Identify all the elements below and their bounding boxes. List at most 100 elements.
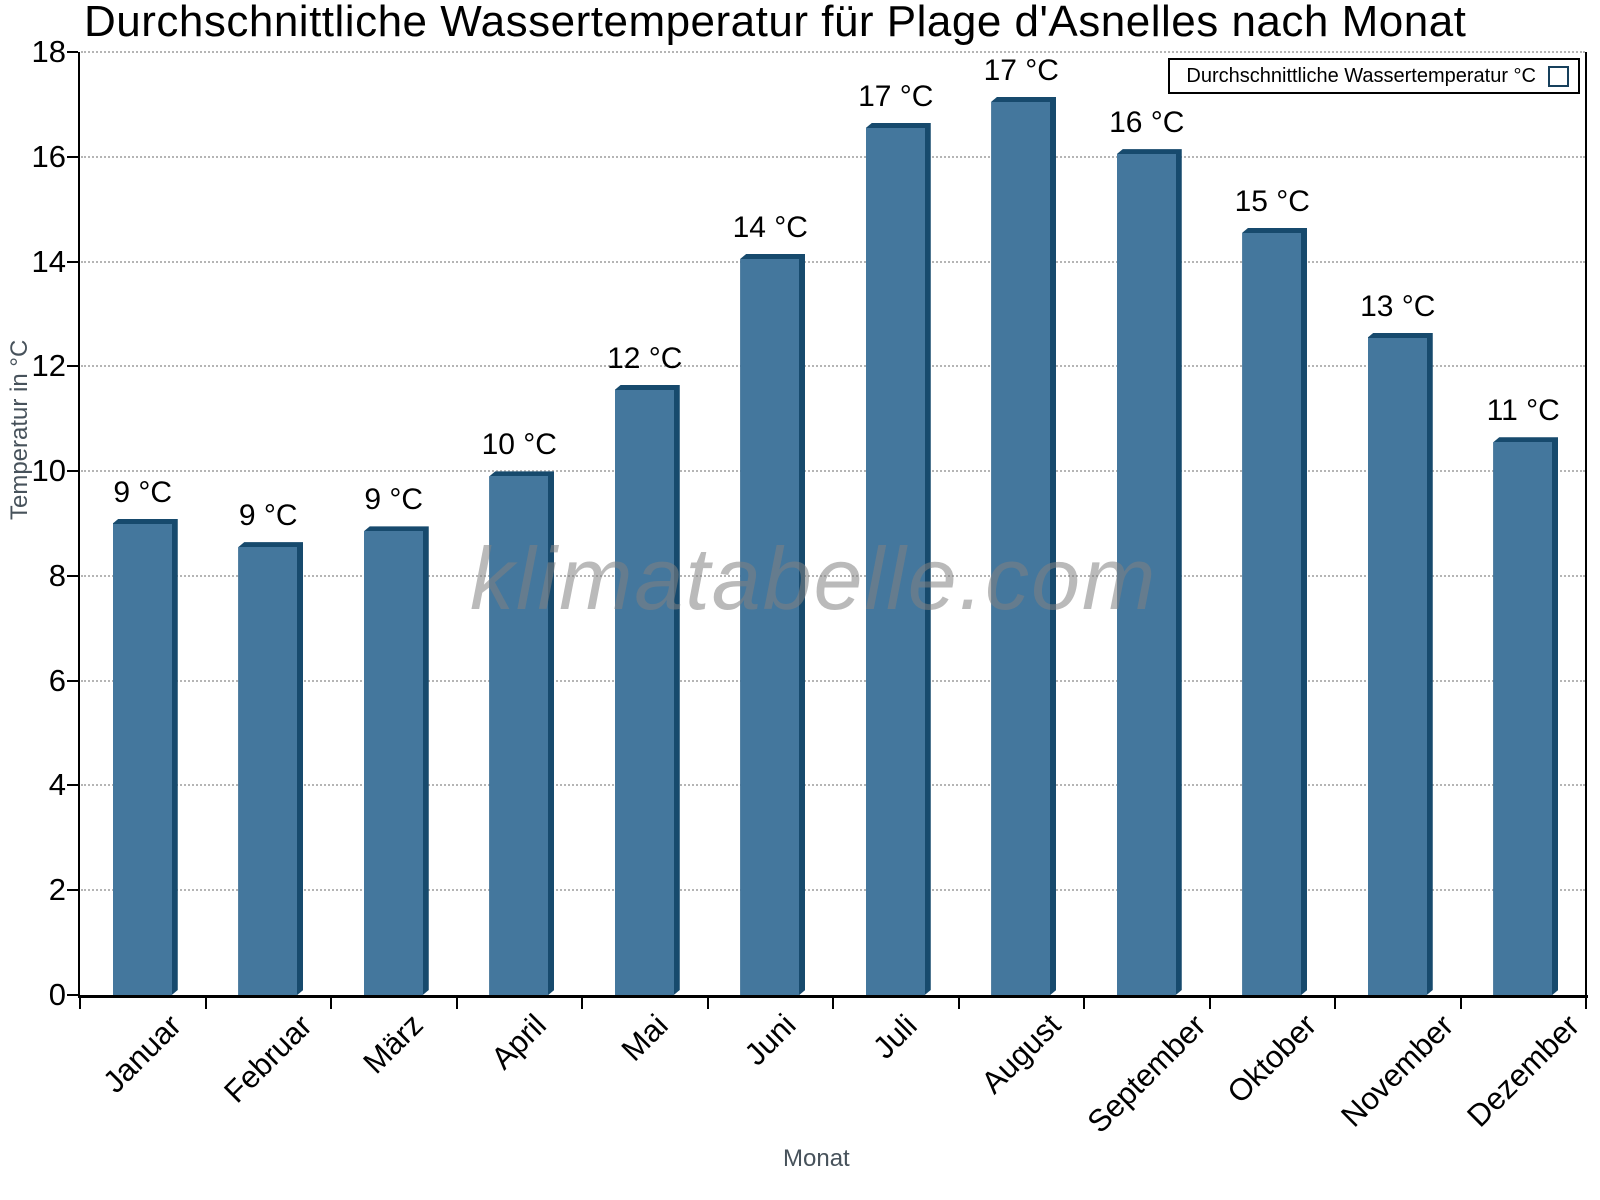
x-tick xyxy=(330,998,332,1009)
bar-september xyxy=(1117,149,1182,995)
bar-face xyxy=(866,128,925,995)
x-tick xyxy=(1585,998,1587,1009)
x-tick xyxy=(1083,998,1085,1009)
x-axis-label: September xyxy=(1080,1007,1213,1140)
x-axis-label: Mai xyxy=(614,1007,675,1068)
gridline xyxy=(81,155,1585,158)
x-tick xyxy=(79,998,81,1009)
y-axis-tick-label: 16 xyxy=(31,138,66,174)
x-axis-label: Oktober xyxy=(1220,1007,1324,1110)
bar-maerz xyxy=(364,526,429,995)
x-tick xyxy=(832,998,834,1009)
bar-value-label: 9 °C xyxy=(364,483,424,517)
gridline xyxy=(81,889,1585,892)
y-tick xyxy=(67,679,78,682)
bar-face xyxy=(1493,442,1552,995)
x-axis-label: Januar xyxy=(96,1007,189,1100)
bar-value-label: 11 °C xyxy=(1486,394,1560,428)
y-axis-title: Temperatur in °C xyxy=(6,339,33,520)
y-axis-tick-label: 12 xyxy=(31,348,66,384)
bar-face xyxy=(113,524,172,996)
x-axis-title: Monat xyxy=(783,1145,850,1172)
x-axis-label: Februar xyxy=(216,1007,319,1110)
bar-januar xyxy=(113,519,178,996)
bar-face xyxy=(364,531,423,995)
bar-februar xyxy=(238,542,303,995)
y-axis-tick-label: 6 xyxy=(48,662,66,698)
chart-title: Durchschnittliche Wassertemperatur für P… xyxy=(84,0,1467,46)
x-tick xyxy=(581,998,583,1009)
bar-juni xyxy=(740,254,805,995)
x-tick xyxy=(204,998,207,1009)
gridline xyxy=(81,784,1585,787)
bar-face xyxy=(1242,233,1301,995)
x-tick xyxy=(957,998,960,1009)
x-tick xyxy=(1459,998,1462,1009)
bar-face xyxy=(740,259,799,995)
gridline xyxy=(81,574,1585,577)
x-axis-label: Juni xyxy=(737,1007,803,1073)
y-tick xyxy=(67,784,78,787)
gridline xyxy=(81,51,1585,53)
x-axis-label: August xyxy=(974,1007,1068,1101)
bar-value-label: 15 °C xyxy=(1234,184,1310,218)
x-axis-label: Juli xyxy=(866,1007,924,1066)
y-tick xyxy=(67,889,78,892)
y-axis-tick-label: 2 xyxy=(48,872,66,908)
bar-value-label: 9 °C xyxy=(113,475,173,509)
bar-value-label: 17 °C xyxy=(983,53,1059,87)
y-tick xyxy=(67,574,78,577)
bar-juli xyxy=(866,123,931,995)
bar-mai xyxy=(615,385,680,995)
y-axis-tick-label: 10 xyxy=(31,453,66,489)
legend-swatch-icon xyxy=(1548,65,1569,87)
x-tick xyxy=(706,998,709,1009)
gridline xyxy=(81,365,1585,368)
bar-face xyxy=(615,390,674,995)
bar-value-label: 16 °C xyxy=(1109,106,1185,140)
gridline xyxy=(81,260,1585,263)
right-border-line xyxy=(1585,52,1587,997)
x-axis-label: November xyxy=(1334,1007,1461,1134)
gridline xyxy=(81,679,1585,682)
legend-label: Durchschnittliche Wassertemperatur °C xyxy=(1186,64,1536,87)
x-tick xyxy=(1334,998,1336,1009)
legend: Durchschnittliche Wassertemperatur °C xyxy=(1168,58,1580,94)
bar-face xyxy=(1117,154,1176,995)
bar-april xyxy=(489,471,554,995)
x-tick xyxy=(1208,998,1211,1009)
bar-value-label: 17 °C xyxy=(858,79,934,113)
bar-value-label: 14 °C xyxy=(732,210,808,244)
y-axis-tick-label: 0 xyxy=(48,977,66,1012)
y-axis-line xyxy=(78,52,80,997)
bar-face xyxy=(991,102,1050,995)
y-axis-tick-label: 8 xyxy=(48,557,66,593)
bar-value-label: 12 °C xyxy=(607,341,683,375)
bar-november xyxy=(1368,333,1433,995)
watermark: klimatabelle.com xyxy=(470,529,1158,628)
x-axis-line xyxy=(78,995,1588,998)
bar-face xyxy=(489,476,548,995)
y-tick xyxy=(67,260,78,263)
gridline xyxy=(81,470,1585,473)
bar-face xyxy=(238,547,297,995)
y-axis-tick-label: 18 xyxy=(31,34,66,69)
bar-oktober xyxy=(1242,228,1307,995)
y-tick xyxy=(67,994,78,996)
bar-face xyxy=(1368,338,1427,995)
y-tick xyxy=(67,365,78,368)
y-axis-tick-label: 14 xyxy=(31,243,66,279)
bar-value-label: 13 °C xyxy=(1360,289,1436,323)
bar-value-label: 10 °C xyxy=(481,428,557,462)
x-axis-label: April xyxy=(484,1007,554,1076)
x-tick xyxy=(455,998,458,1009)
y-tick xyxy=(67,155,78,158)
bar-dezember xyxy=(1493,437,1558,995)
bar-value-label: 9 °C xyxy=(238,499,298,533)
y-axis-tick-label: 4 xyxy=(48,767,66,803)
x-axis-label: März xyxy=(356,1007,431,1081)
